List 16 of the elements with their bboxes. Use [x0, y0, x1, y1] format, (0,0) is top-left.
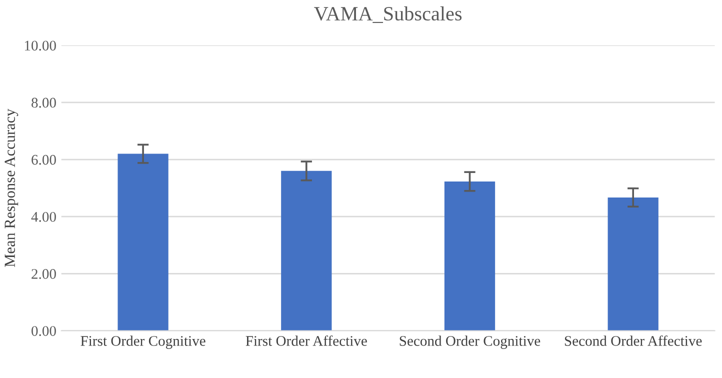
y-axis-title: Mean Response Accuracy: [4, 108, 18, 267]
x-tick-label: Second Order Affective: [564, 335, 702, 346]
y-tick-label: 4.00: [31, 212, 56, 222]
x-tick-label: First Order Affective: [246, 335, 367, 346]
x-tick-label: First Order Cognitive: [80, 336, 206, 349]
y-tick-label: 0.00: [32, 326, 56, 336]
bar: [281, 170, 332, 331]
bar: [608, 197, 658, 331]
bar: [118, 154, 168, 331]
y-tick-label: 6.00: [32, 154, 56, 165]
x-tick-label: Second Order Cognitive: [400, 336, 540, 349]
bar: [444, 181, 496, 331]
y-tick-label: 8.00: [32, 98, 56, 108]
chart-title: VAMA_Subscales: [314, 6, 462, 23]
y-tick-label: 10.00: [24, 40, 56, 51]
y-tick-label: 2.00: [32, 269, 56, 279]
